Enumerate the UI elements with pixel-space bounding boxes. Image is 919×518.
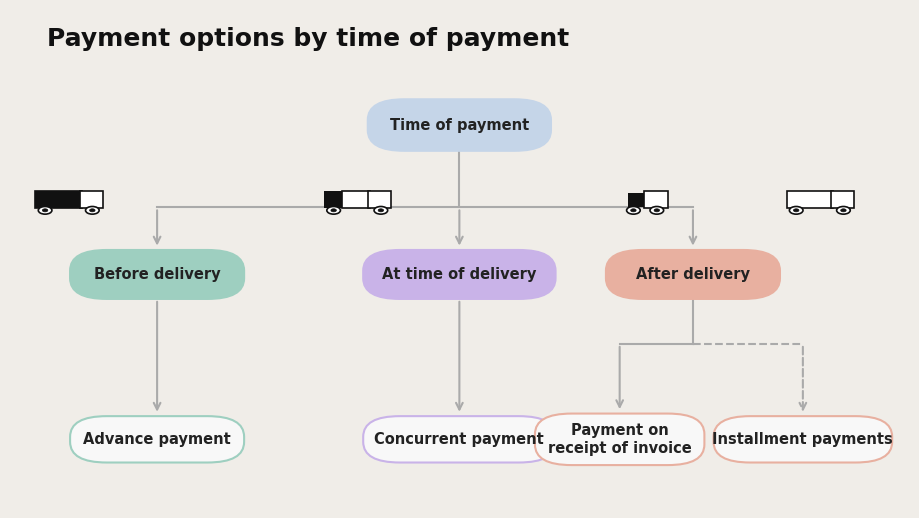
FancyBboxPatch shape (80, 191, 103, 208)
Text: Payment on
receipt of invoice: Payment on receipt of invoice (547, 423, 691, 455)
Text: Payment options by time of payment: Payment options by time of payment (47, 27, 569, 51)
FancyBboxPatch shape (70, 416, 244, 463)
FancyBboxPatch shape (342, 191, 369, 208)
FancyBboxPatch shape (323, 191, 342, 208)
FancyBboxPatch shape (606, 250, 779, 299)
Circle shape (331, 209, 336, 212)
FancyBboxPatch shape (368, 99, 550, 151)
Circle shape (792, 209, 798, 212)
Circle shape (789, 207, 802, 214)
Text: Installment payments: Installment payments (711, 432, 892, 447)
Circle shape (42, 209, 48, 212)
Text: Time of payment: Time of payment (390, 118, 528, 133)
FancyBboxPatch shape (628, 193, 642, 207)
FancyBboxPatch shape (363, 416, 555, 463)
Circle shape (626, 207, 640, 214)
Circle shape (630, 209, 635, 212)
Circle shape (89, 209, 95, 212)
FancyBboxPatch shape (713, 416, 891, 463)
Text: Concurrent payment: Concurrent payment (374, 432, 544, 447)
Circle shape (378, 209, 383, 212)
Circle shape (39, 207, 51, 214)
Text: Before delivery: Before delivery (94, 267, 221, 282)
Circle shape (653, 209, 659, 212)
Circle shape (374, 207, 387, 214)
Circle shape (650, 207, 663, 214)
FancyBboxPatch shape (642, 191, 667, 208)
Circle shape (85, 207, 99, 214)
FancyBboxPatch shape (36, 191, 82, 208)
FancyBboxPatch shape (786, 191, 832, 208)
Text: Advance payment: Advance payment (83, 432, 231, 447)
Circle shape (840, 209, 845, 212)
Circle shape (326, 207, 340, 214)
Text: After delivery: After delivery (635, 267, 749, 282)
FancyBboxPatch shape (70, 250, 244, 299)
FancyBboxPatch shape (534, 413, 704, 465)
Circle shape (835, 207, 849, 214)
FancyBboxPatch shape (368, 191, 391, 208)
FancyBboxPatch shape (363, 250, 555, 299)
Text: At time of delivery: At time of delivery (381, 267, 536, 282)
FancyBboxPatch shape (830, 191, 853, 208)
